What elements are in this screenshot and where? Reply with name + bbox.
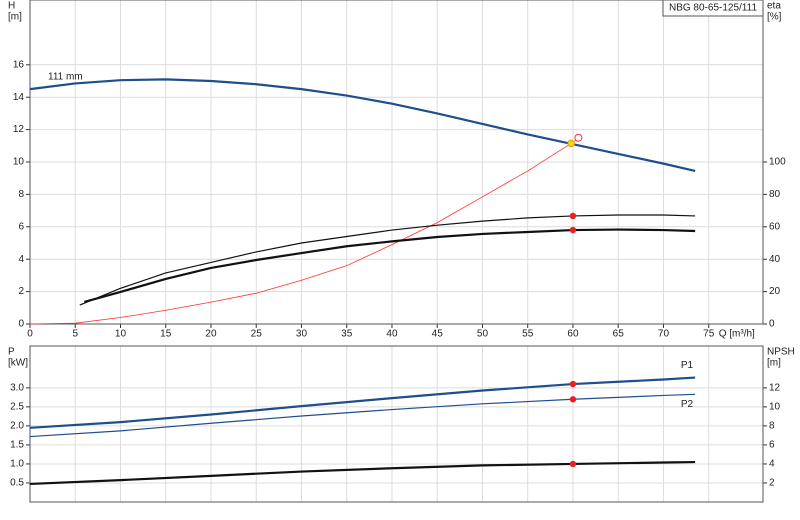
x-tick-label: 35: [341, 329, 353, 340]
marker-dot: [569, 396, 577, 403]
y2-tick-label: 100: [769, 157, 786, 168]
x-tick-label: 65: [613, 329, 625, 340]
x-axis-label: Q [m³/h]: [719, 329, 755, 340]
y2-tick-label: 0: [769, 319, 775, 330]
x-tick-label: 55: [522, 329, 534, 340]
y2-tick-label: 12: [769, 382, 781, 393]
y2-tick-label: 20: [769, 286, 781, 297]
y-axis-label: P: [8, 347, 15, 358]
x-tick-label: 75: [703, 329, 715, 340]
x-tick-label: 15: [160, 329, 172, 340]
series-line: [84, 228, 696, 304]
y-tick-label: 1.5: [10, 440, 24, 451]
marker-dot: [569, 212, 577, 220]
series-line: [79, 214, 696, 306]
marker-dot: [569, 380, 577, 388]
y-tick-label: 10: [13, 157, 25, 168]
x-tick-label: 40: [386, 329, 398, 340]
x-tick-label: 5: [72, 329, 78, 340]
y2-tick-label: 10: [769, 402, 781, 413]
y-tick-label: 0: [18, 319, 24, 330]
x-tick-label: 45: [432, 329, 444, 340]
y-tick-label: 1.0: [10, 459, 24, 470]
y-tick-label: 6: [18, 221, 24, 232]
title-box: [662, 0, 764, 17]
chart-title: NBG 80-65-125/111: [669, 3, 757, 14]
x-tick-label: 0: [27, 329, 33, 340]
y2-tick-label: 4: [769, 459, 775, 470]
series-line: [29, 376, 696, 429]
series-label: 111 mm: [48, 72, 83, 83]
marker-ring: [574, 133, 583, 142]
series-line: [29, 393, 696, 438]
x-tick-label: 60: [567, 329, 579, 340]
y-tick-label: 16: [13, 59, 25, 70]
x-tick-label: 25: [251, 329, 263, 340]
y2-tick-label: 80: [769, 189, 781, 200]
series-line: [29, 460, 696, 486]
y2-tick-label: 2: [769, 478, 775, 489]
y-axis-unit: [kW]: [8, 358, 28, 369]
y-tick-label: 2: [18, 286, 24, 297]
y-tick-label: 0.5: [10, 478, 24, 489]
series-line: [29, 138, 578, 325]
y2-axis-label: eta: [767, 1, 781, 12]
y2-axis-unit: [%]: [767, 12, 782, 23]
plot-frame: [29, 345, 764, 503]
y-axis-unit: [m]: [8, 12, 22, 23]
y2-tick-label: 6: [769, 440, 775, 451]
y-tick-label: 12: [13, 124, 25, 135]
y-tick-label: 14: [13, 92, 25, 103]
y2-tick-label: 40: [769, 254, 781, 265]
series-line: [29, 78, 696, 172]
y2-tick-label: 8: [769, 421, 775, 432]
y-tick-label: 4: [18, 254, 24, 265]
marker-dot: [569, 460, 577, 468]
series-label: P1: [681, 360, 694, 371]
marker-dot: [569, 226, 577, 234]
y-tick-label: 2.5: [10, 402, 24, 413]
y-axis-label: H: [8, 1, 15, 12]
y-tick-label: 3.0: [10, 382, 24, 393]
x-tick-label: 30: [296, 329, 308, 340]
marker-dot: [567, 139, 575, 148]
plot-frame: [29, 0, 764, 325]
x-tick-label: 10: [115, 329, 127, 340]
y-tick-label: 8: [18, 189, 24, 200]
y-tick-label: 2.0: [10, 421, 24, 432]
x-tick-label: 70: [658, 329, 670, 340]
y2-axis-label: NPSH: [767, 347, 795, 358]
series-label: P2: [681, 399, 694, 410]
y2-axis-unit: [m]: [767, 358, 781, 369]
y2-tick-label: 60: [769, 221, 781, 232]
x-tick-label: 50: [477, 329, 489, 340]
x-tick-label: 20: [205, 329, 217, 340]
